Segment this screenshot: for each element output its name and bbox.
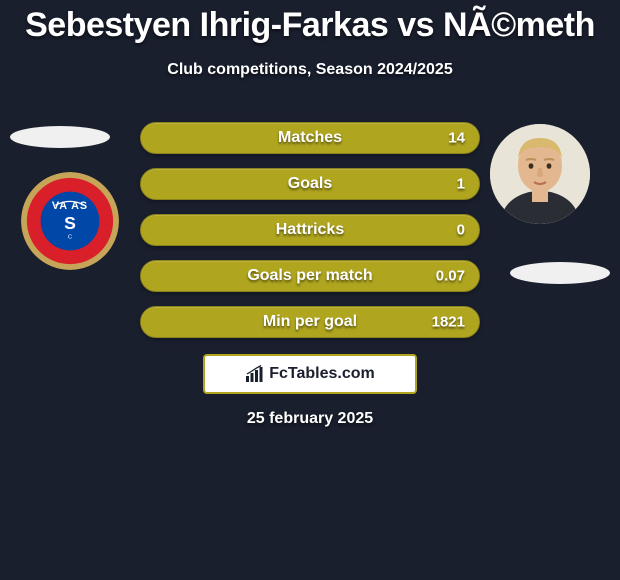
svg-text:C: C (68, 235, 73, 241)
stat-label: Hattricks (141, 221, 479, 239)
right-placeholder-ellipse (510, 262, 610, 284)
stat-value: 14 (448, 130, 465, 147)
club-badge-icon: VA AS S C (21, 172, 119, 270)
stat-bar-goals-per-match: Goals per match 0.07 (140, 260, 480, 292)
fctables-label: FcTables.com (269, 365, 375, 383)
stat-label: Goals (141, 175, 479, 193)
stat-value: 1821 (432, 314, 465, 331)
date-label: 25 february 2025 (0, 410, 620, 428)
stat-bar-min-per-goal: Min per goal 1821 (140, 306, 480, 338)
stats-bars: Matches 14 Goals 1 Hattricks 0 Goals per… (140, 122, 480, 352)
left-placeholder-ellipse (10, 126, 110, 148)
fctables-badge: FcTables.com (203, 354, 417, 394)
stat-bar-goals: Goals 1 (140, 168, 480, 200)
stat-bar-hattricks: Hattricks 0 (140, 214, 480, 246)
stat-value: 0 (457, 222, 465, 239)
stat-bar-matches: Matches 14 (140, 122, 480, 154)
svg-text:VA AS: VA AS (52, 200, 88, 212)
stat-value: 0.07 (436, 268, 465, 285)
stat-label: Min per goal (141, 313, 479, 331)
stat-label: Goals per match (141, 267, 479, 285)
stat-label: Matches (141, 129, 479, 147)
stat-value: 1 (457, 176, 465, 193)
svg-text:S: S (64, 213, 76, 233)
page-subtitle: Club competitions, Season 2024/2025 (0, 61, 620, 79)
player-photo-icon (490, 124, 590, 224)
page-title: Sebestyen Ihrig-Farkas vs NÃ©meth (0, 0, 620, 45)
bar-chart-icon (245, 365, 265, 383)
